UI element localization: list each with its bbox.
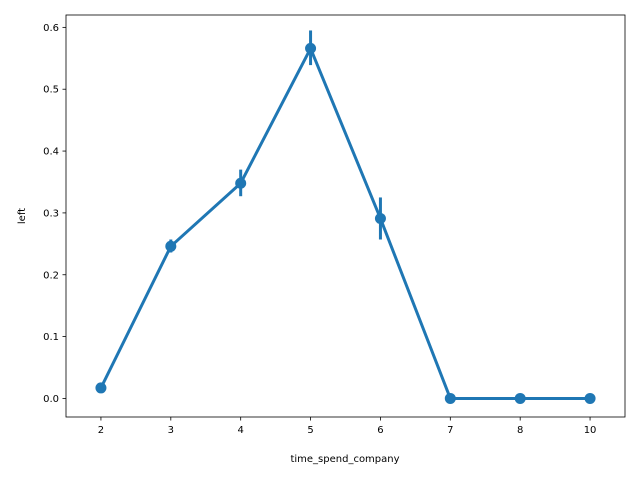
x-tick-label: 4 bbox=[238, 425, 244, 436]
series-line bbox=[99, 46, 591, 400]
x-tick-label: 6 bbox=[377, 425, 383, 436]
x-axis-ticks: 2 3 4 5 6 7 8 10 bbox=[98, 417, 597, 436]
x-tick-label: 3 bbox=[168, 425, 174, 436]
data-point bbox=[95, 382, 107, 394]
data-point bbox=[305, 42, 317, 54]
data-point bbox=[514, 392, 526, 404]
data-point bbox=[444, 392, 456, 404]
x-tick-label: 2 bbox=[98, 425, 104, 436]
data-point bbox=[374, 212, 386, 224]
y-axis-label: left bbox=[17, 208, 28, 224]
x-tick-label: 7 bbox=[447, 425, 453, 436]
data-point bbox=[584, 392, 596, 404]
series-line-group bbox=[99, 46, 591, 400]
y-tick-label: 0.3 bbox=[43, 208, 59, 219]
x-tick-label: 8 bbox=[517, 425, 523, 436]
data-points bbox=[95, 42, 596, 404]
x-axis-label: time_spend_company bbox=[290, 454, 399, 465]
x-tick-label: 5 bbox=[307, 425, 313, 436]
data-point bbox=[235, 177, 247, 189]
y-tick-label: 0.4 bbox=[43, 147, 59, 158]
y-tick-label: 0.2 bbox=[43, 270, 59, 281]
y-tick-label: 0.6 bbox=[43, 23, 59, 34]
x-tick-label: 10 bbox=[584, 425, 597, 436]
y-tick-label: 0.0 bbox=[43, 394, 59, 405]
data-point bbox=[165, 240, 177, 252]
y-tick-label: 0.1 bbox=[43, 332, 59, 343]
plot-area bbox=[65, 14, 626, 418]
y-axis-ticks: 0.0 0.1 0.2 0.3 0.4 0.5 0.6 bbox=[43, 23, 66, 405]
y-tick-label: 0.5 bbox=[43, 85, 59, 96]
